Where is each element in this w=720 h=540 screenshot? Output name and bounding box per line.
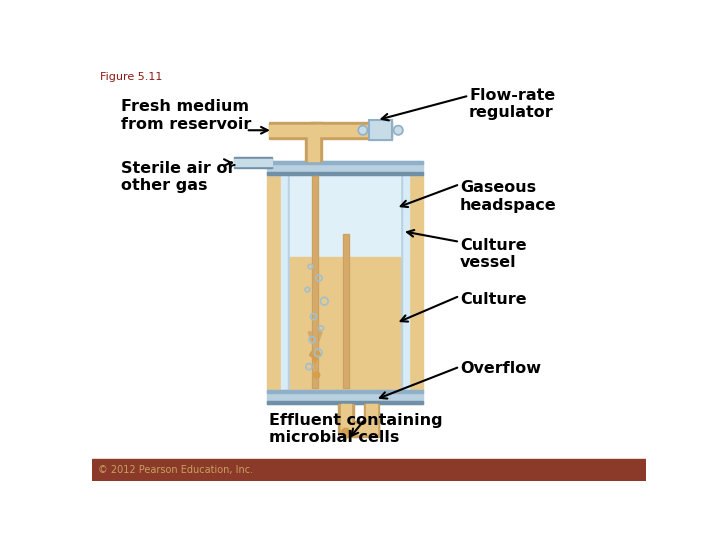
Bar: [308, 136, 319, 161]
Bar: [290, 175, 400, 256]
Bar: [267, 161, 423, 164]
Bar: [400, 175, 409, 390]
Text: Figure 5.11: Figure 5.11: [99, 72, 162, 83]
Polygon shape: [311, 356, 319, 363]
Bar: [341, 421, 379, 437]
Bar: [267, 390, 423, 403]
Bar: [369, 120, 392, 140]
Bar: [338, 404, 354, 434]
Circle shape: [359, 126, 367, 135]
Bar: [366, 403, 377, 434]
Bar: [369, 120, 392, 140]
Bar: [343, 233, 349, 388]
Bar: [234, 157, 272, 168]
Bar: [341, 404, 351, 434]
Text: Flow-rate
regulator: Flow-rate regulator: [469, 88, 555, 120]
Bar: [343, 233, 349, 388]
Text: © 2012 Pearson Education, Inc.: © 2012 Pearson Education, Inc.: [98, 465, 253, 475]
Text: Gaseous
headspace: Gaseous headspace: [460, 180, 557, 213]
Bar: [314, 125, 392, 136]
Text: Culture: Culture: [460, 292, 526, 307]
Bar: [234, 159, 272, 166]
Bar: [267, 401, 423, 403]
Bar: [310, 122, 392, 139]
Bar: [267, 161, 423, 175]
Bar: [312, 177, 318, 388]
Bar: [267, 172, 423, 175]
Wedge shape: [310, 350, 320, 356]
Text: Sterile air or
other gas: Sterile air or other gas: [121, 161, 235, 193]
Bar: [269, 122, 322, 139]
Wedge shape: [341, 428, 351, 433]
Bar: [92, 459, 647, 481]
Bar: [267, 175, 282, 390]
Bar: [400, 175, 402, 390]
Text: Culture
vessel: Culture vessel: [460, 238, 526, 271]
Bar: [267, 390, 423, 393]
Polygon shape: [308, 332, 322, 347]
Bar: [312, 177, 318, 388]
Text: Overflow: Overflow: [460, 361, 541, 376]
Bar: [341, 423, 377, 434]
Bar: [288, 175, 290, 390]
Circle shape: [394, 126, 403, 135]
Circle shape: [314, 372, 320, 378]
Bar: [364, 403, 379, 434]
Bar: [269, 125, 322, 136]
Bar: [305, 136, 322, 161]
Polygon shape: [343, 433, 349, 441]
Bar: [290, 256, 400, 390]
Text: Effluent containing
microbial cells: Effluent containing microbial cells: [269, 413, 443, 446]
Bar: [409, 175, 423, 390]
Text: Fresh medium
from reservoir: Fresh medium from reservoir: [121, 99, 251, 132]
Bar: [282, 175, 290, 390]
